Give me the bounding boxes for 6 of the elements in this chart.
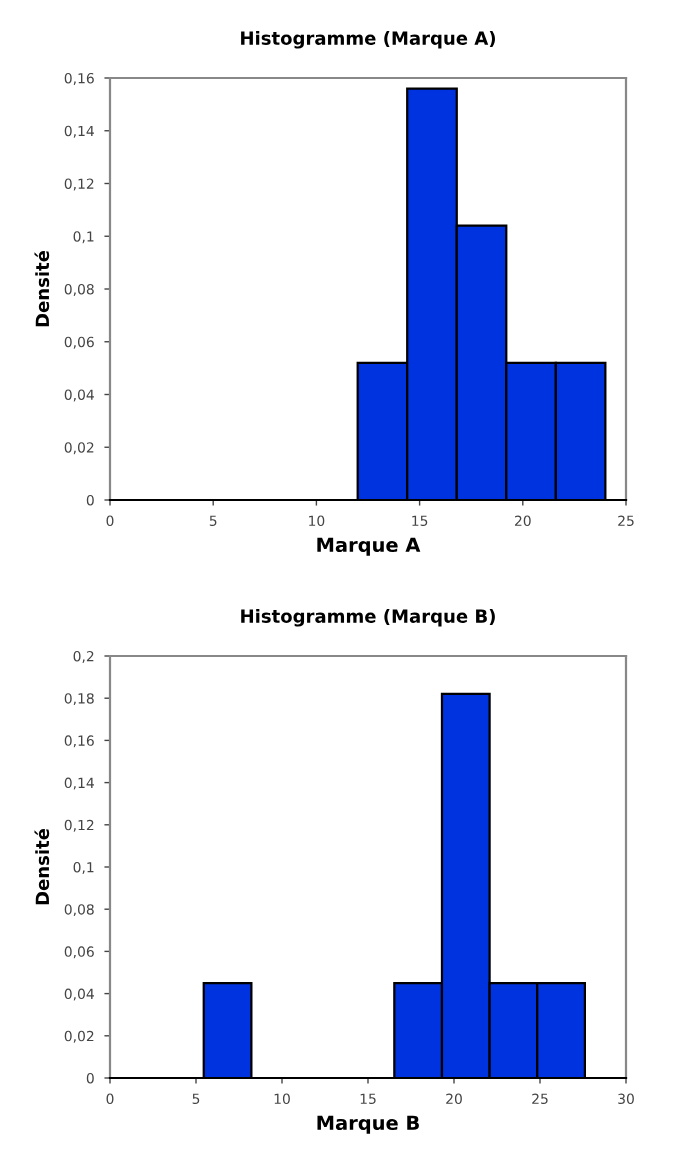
x-axis-title: Marque A [317, 537, 421, 556]
chart-title: Histogramme (Marque B) [241, 608, 495, 627]
x-axis-title: Marque B [317, 1115, 419, 1134]
chart-title: Histogramme (Marque A) [241, 30, 495, 49]
y-axis-title: Densité [34, 250, 50, 327]
y-axis-title: Densité [34, 828, 50, 905]
